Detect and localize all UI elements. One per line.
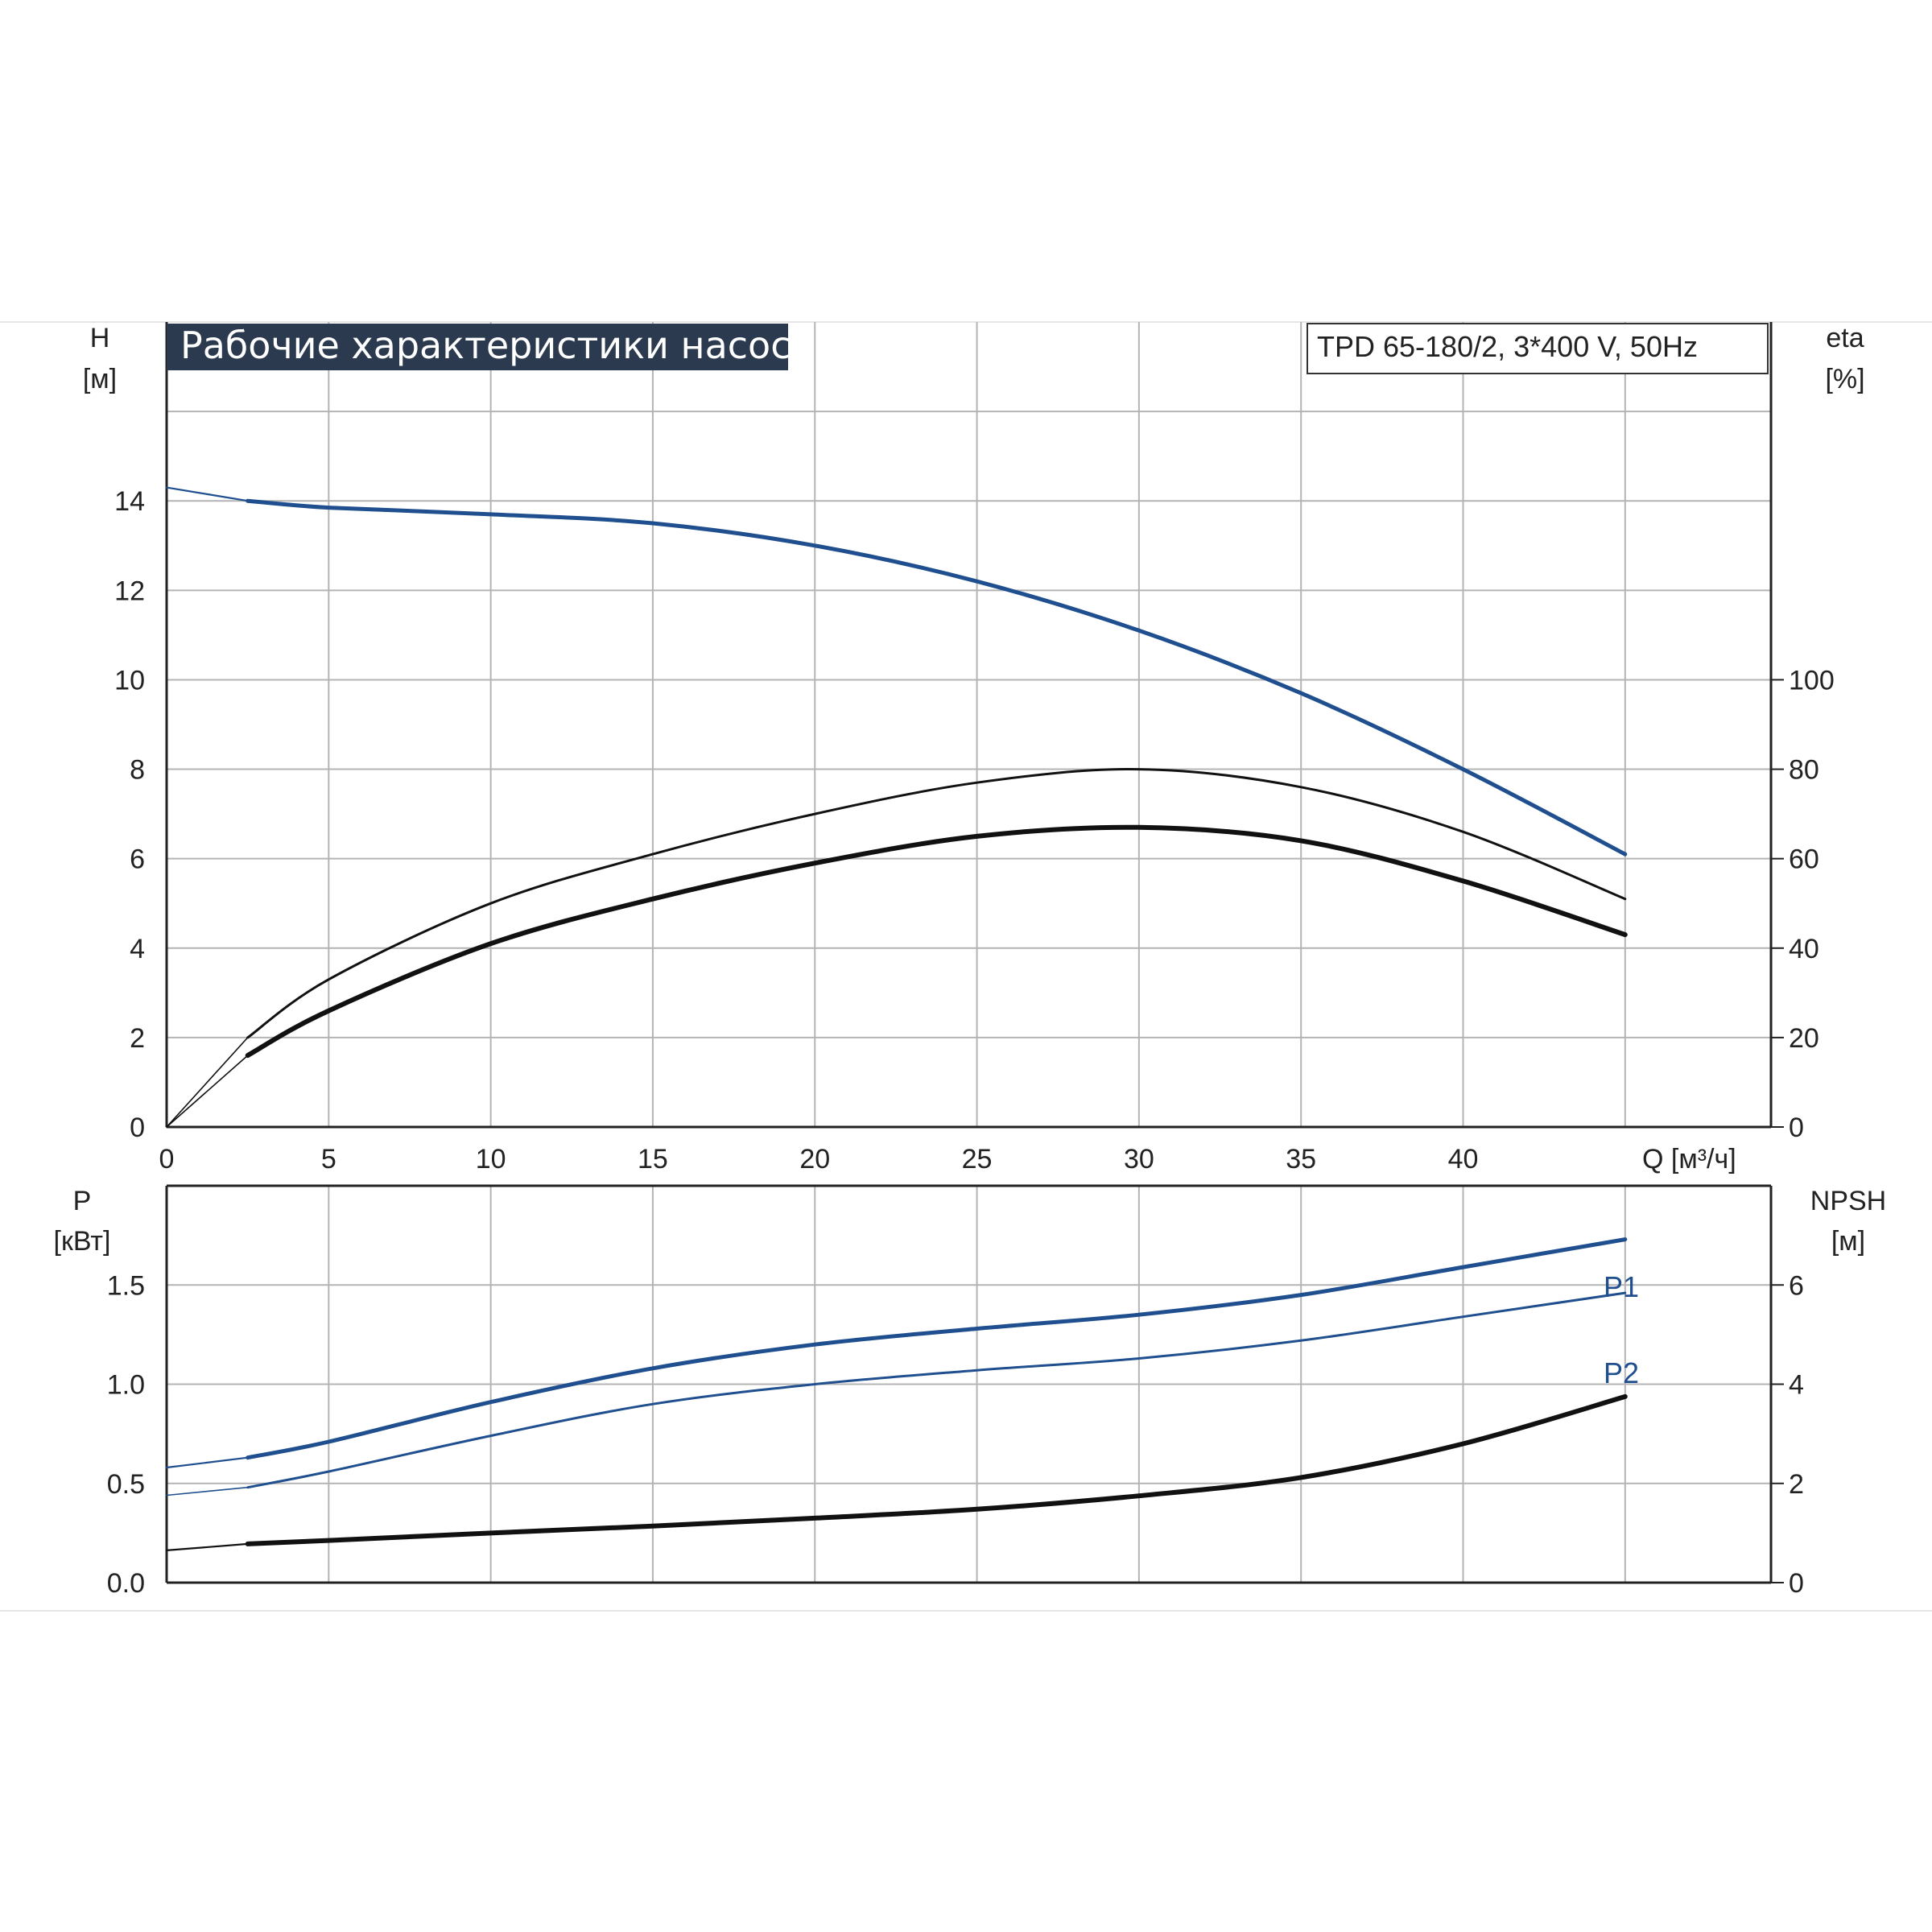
npsh-curve	[245, 1393, 1628, 1546]
p2-curve	[246, 1291, 1627, 1489]
y-left-tick-label: 8	[130, 755, 145, 786]
y-left-tick-label: 1.0	[107, 1370, 145, 1401]
q-axis-label: Q [м³/ч]	[1642, 1144, 1736, 1174]
model-box	[1307, 323, 1769, 374]
p1-curve-label: P1	[1604, 1270, 1639, 1303]
x-tick-label: 30	[1124, 1144, 1154, 1174]
top-curves	[165, 486, 1628, 1128]
eta-axis-unit: [%]	[1825, 364, 1864, 394]
model-label: TPD 65-180/2, 3*400 V, 50Hz	[1317, 330, 1698, 363]
y-right-tick-label: 40	[1789, 934, 1819, 964]
y-left-tick-label: 10	[114, 665, 145, 696]
y-right-tick-label: 60	[1789, 844, 1819, 875]
y-right-tick-label: 0	[1789, 1568, 1804, 1599]
y-left-tick-label: 0.0	[107, 1568, 145, 1599]
p2-curve-label: P2	[1604, 1356, 1639, 1389]
p-axis-unit: [кВт]	[54, 1226, 111, 1257]
title-box	[167, 324, 788, 370]
y-right-tick-label: 20	[1789, 1023, 1819, 1054]
eta-axis-label: eta	[1826, 323, 1864, 353]
top-tick-labels: 0 2 4 6 8 10 12 14 0 20 40 60 80 100 0 5 10 15 20 25 30 35 40	[114, 486, 1835, 1174]
eta-total-curve	[245, 824, 1628, 1059]
y-left-tick-label: 1.5	[107, 1270, 145, 1301]
x-tick-label: 25	[962, 1144, 993, 1174]
y-left-tick-label: 0.5	[107, 1469, 145, 1500]
x-tick-label: 20	[799, 1144, 830, 1174]
p1-curve	[246, 1237, 1628, 1460]
y-right-tick-label: 80	[1789, 755, 1819, 786]
p2-curve-extension	[166, 1486, 249, 1496]
y-left-tick-label: 0	[130, 1113, 145, 1143]
y-right-tick-label: 4	[1789, 1370, 1804, 1401]
p-axis-label: P	[73, 1186, 92, 1216]
bottom-grid	[165, 1184, 1784, 1584]
h-curve	[246, 498, 1628, 857]
x-tick-label: 10	[476, 1144, 506, 1174]
y-left-tick-label: 12	[114, 576, 145, 606]
y-left-tick-label: 2	[130, 1023, 145, 1054]
x-tick-label: 40	[1448, 1144, 1479, 1174]
eta-pump-curve-extension	[166, 1037, 249, 1128]
h-curve-extension	[165, 486, 249, 502]
bottom-curves	[165, 1237, 1628, 1551]
chart-title: Рабочие характеристики насоса	[180, 324, 814, 367]
npsh-curve-extension	[165, 1542, 249, 1551]
y-right-tick-label: 6	[1789, 1270, 1804, 1301]
power-npsh-panel: 0.0 0.5 1.0 1.5 0 2 4 6 P [кВт] NPSH [м] P1 P2	[54, 1184, 1886, 1599]
eta-total-curve-extension	[166, 1055, 249, 1128]
npsh-axis-label: NPSH	[1810, 1186, 1886, 1216]
y-right-tick-label: 100	[1789, 665, 1835, 696]
x-tick-label: 35	[1286, 1144, 1316, 1174]
h-axis-label: H	[90, 323, 110, 353]
y-left-tick-label: 6	[130, 844, 145, 875]
y-left-tick-label: 4	[130, 934, 145, 964]
y-left-tick-label: 14	[114, 486, 145, 517]
top-grid	[165, 322, 1784, 1129]
eta-pump-curve	[246, 768, 1627, 1039]
x-tick-label: 5	[321, 1144, 336, 1174]
p1-curve-extension	[165, 1456, 249, 1469]
h-axis-unit: [м]	[83, 364, 117, 394]
y-right-tick-label: 2	[1789, 1469, 1804, 1500]
x-tick-label: 15	[638, 1144, 668, 1174]
npsh-axis-unit: [м]	[1831, 1226, 1865, 1257]
y-right-tick-label: 0	[1789, 1113, 1804, 1143]
bottom-tick-labels: 0.0 0.5 1.0 1.5 0 2 4 6	[107, 1270, 1804, 1599]
x-tick-label: 0	[159, 1144, 175, 1174]
